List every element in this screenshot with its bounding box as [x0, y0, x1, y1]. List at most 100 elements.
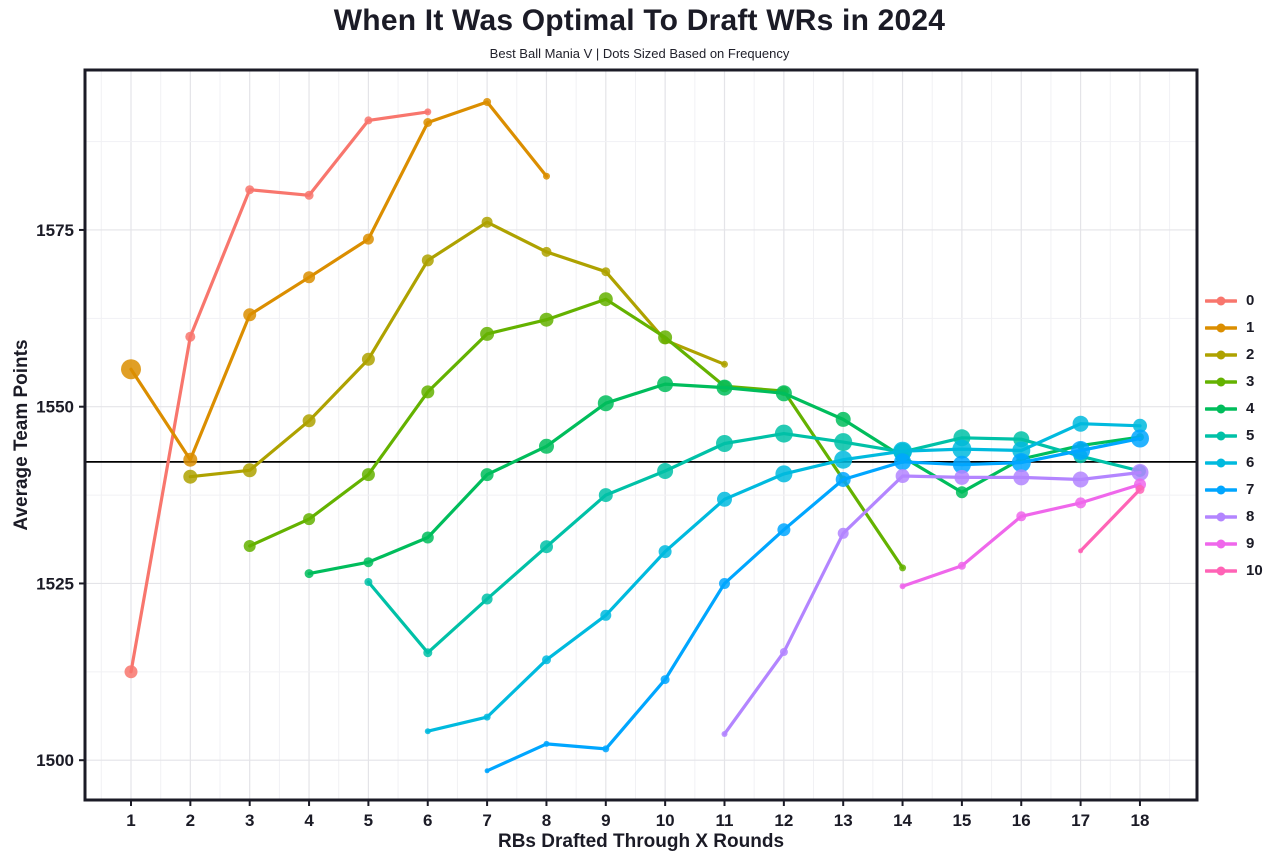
series-4-point-x11: [716, 379, 733, 396]
legend-label-4: 4: [1246, 400, 1255, 417]
legend-entry-5: 5: [1205, 426, 1277, 445]
x-tick-label-18: 18: [1130, 811, 1149, 830]
series-5-point-x13: [834, 433, 853, 452]
series-4-point-x15: [955, 486, 968, 499]
series-9-point-x17: [1075, 497, 1087, 509]
series-2: [183, 216, 728, 484]
series-3-point-x4: [303, 513, 316, 526]
series-10-line: [1079, 487, 1142, 553]
legend-label-10: 10: [1246, 562, 1263, 579]
series-9-point-x14: [899, 583, 906, 590]
series-8-point-x16: [1013, 469, 1030, 486]
series-9-point-x15: [957, 561, 966, 570]
series-4-point-x5: [363, 557, 374, 568]
series-3-point-x3: [243, 540, 256, 552]
x-tick-label-2: 2: [186, 811, 195, 830]
series-2-point-x8: [541, 246, 552, 257]
series-5-point-x9: [598, 488, 613, 503]
series-5-point-x6: [423, 648, 433, 658]
series-0-line: [129, 110, 430, 674]
x-tick-label-6: 6: [423, 811, 432, 830]
legend-label-5: 5: [1246, 427, 1255, 444]
series-5-point-x12: [774, 424, 793, 443]
series-8-point-x12: [779, 648, 788, 656]
x-axis-title: RBs Drafted Through X Rounds: [498, 831, 784, 852]
series-1-point-x6: [423, 118, 433, 127]
series-7: [484, 429, 1149, 774]
series-6-point-x9: [600, 609, 612, 621]
legend: 0 1 2 3 4 5 6 7 8 9 10: [1205, 291, 1277, 580]
legend-label-1: 1: [1246, 319, 1255, 336]
x-tick-label-10: 10: [656, 811, 675, 830]
legend-label-6: 6: [1246, 454, 1255, 471]
series-4-point-x12: [775, 385, 792, 402]
series-7-line: [485, 436, 1142, 773]
legend-entry-6: 6: [1205, 453, 1277, 472]
x-tick-label-7: 7: [482, 811, 491, 830]
series-3-point-x7: [480, 326, 495, 341]
legend-key-1: [1205, 323, 1237, 332]
series-7-point-x9: [602, 745, 610, 753]
series-2-point-x6: [421, 254, 434, 267]
x-tick-label-12: 12: [774, 811, 793, 830]
y-tick-label-1575: 1575: [36, 221, 74, 240]
series-1-point-x4: [303, 271, 316, 284]
legend-entry-7: 7: [1205, 480, 1277, 499]
x-tick-label-16: 16: [1012, 811, 1031, 830]
legend-key-0: [1205, 296, 1237, 305]
axis-labels: 1 2 3 4 5 6 7 8 9 10 11 12 13 14 15 16 17 181500152515501…: [36, 221, 1149, 830]
legend-key-2: [1205, 350, 1237, 359]
series-6-point-x7: [483, 713, 491, 721]
series-9-point-x16: [1016, 511, 1027, 522]
legend-key-6: [1205, 458, 1237, 467]
series-3-point-x6: [421, 385, 435, 399]
legend-key-10: [1205, 566, 1237, 575]
series-0: [124, 108, 432, 679]
legend-label-3: 3: [1246, 373, 1255, 390]
x-tick-label-1: 1: [126, 811, 135, 830]
legend-entry-9: 9: [1205, 534, 1277, 553]
series-4-point-x6: [421, 531, 434, 544]
series-4-point-x4: [304, 569, 314, 579]
x-tick-label-4: 4: [304, 811, 314, 830]
chart-subtitle: Best Ball Mania V | Dots Sized Based on …: [489, 46, 790, 61]
legend-label-9: 9: [1246, 535, 1255, 552]
series-6-point-x10: [658, 545, 672, 559]
series-1-point-x5: [362, 233, 374, 245]
series-7-point-x11: [719, 578, 730, 589]
series-3-point-x14: [899, 564, 907, 572]
series-0-point-x2: [185, 331, 196, 342]
legend-key-5: [1205, 431, 1237, 440]
series-8-point-x15: [954, 469, 970, 485]
series-6: [424, 415, 1147, 735]
series-10: [1078, 484, 1145, 554]
series-7-point-x15: [952, 455, 971, 474]
legend-key-7: [1205, 485, 1237, 494]
series-4-point-x10: [657, 376, 674, 393]
series-6-point-x13: [834, 450, 853, 469]
series-3-point-x8: [539, 312, 554, 327]
legend-label-2: 2: [1246, 346, 1255, 363]
series-5-point-x11: [716, 435, 733, 452]
series-2-point-x7: [481, 216, 493, 228]
series-5-point-x5: [364, 578, 373, 586]
series-3-line: [248, 297, 905, 570]
legend-entry-10: 10: [1205, 561, 1277, 580]
series-1-point-x2: [183, 452, 198, 467]
x-tick-label-8: 8: [542, 811, 551, 830]
series-7-point-x8: [543, 740, 550, 747]
series-5-point-x10: [657, 463, 674, 479]
series-2-point-x9: [601, 267, 611, 277]
series-1-point-x8: [543, 172, 550, 180]
series-5-line: [366, 432, 1142, 655]
series-8-point-x18: [1131, 464, 1149, 481]
x-tick-label-5: 5: [364, 811, 373, 830]
legend-key-9: [1205, 539, 1237, 548]
series-8-point-x17: [1072, 471, 1089, 488]
series-7-point-x7: [484, 768, 490, 774]
series-7-point-x10: [660, 675, 670, 685]
series-2-point-x11: [721, 360, 728, 368]
series-6-point-x15: [952, 439, 972, 459]
series-8-point-x11: [721, 731, 728, 737]
